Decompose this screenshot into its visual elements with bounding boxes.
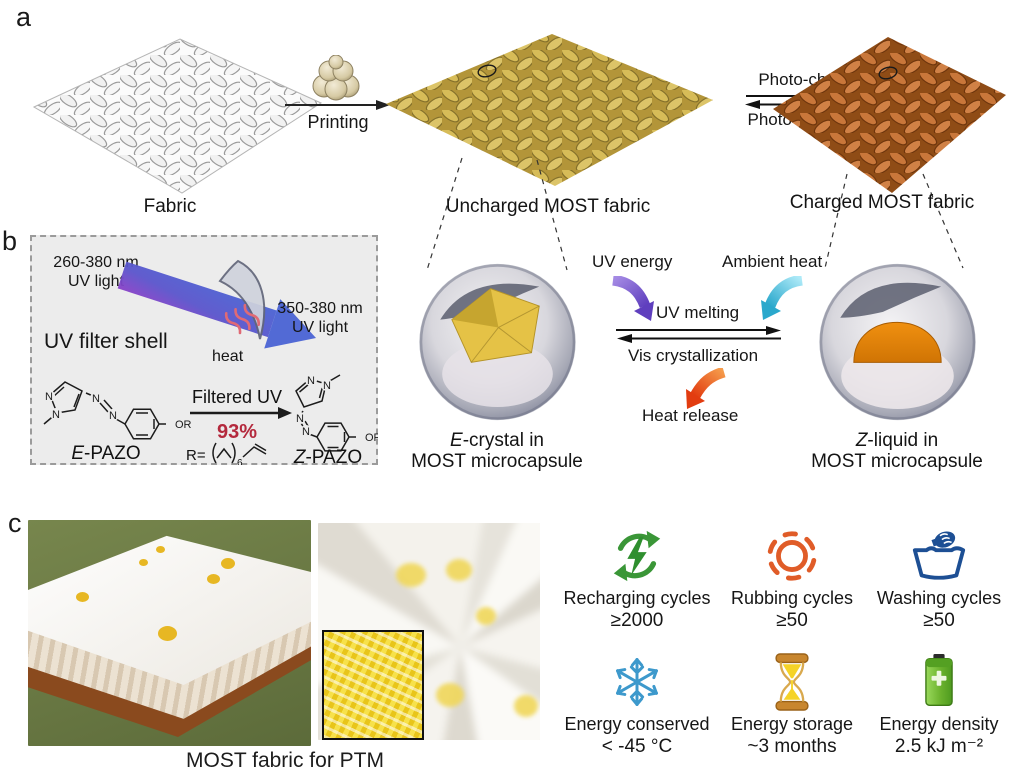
photo-scrunched-fabric	[318, 523, 540, 740]
e-capsule-label: E-crystal in MOST microcapsule	[411, 430, 583, 472]
most-dot	[221, 558, 235, 569]
z-liquid-microcapsule	[819, 263, 976, 421]
panel-c-caption: MOST fabric for PTM	[186, 749, 384, 772]
uv-in-wavelength: 260-380 nm UV light	[53, 254, 139, 290]
e-pazo-structure	[43, 381, 166, 440]
uv-melting-label: UV melting	[656, 303, 740, 322]
stat-energy-storage: Energy storage ~3 months	[712, 650, 872, 758]
atom-n: N	[323, 380, 331, 392]
rubbing-cycles-icon	[767, 531, 817, 581]
filtered-uv-label: Filtered UV	[192, 387, 282, 407]
most-patch	[396, 563, 426, 587]
fabric-label: Fabric	[143, 196, 197, 217]
most-dot	[139, 559, 148, 566]
stat-recharging-cycles: Recharging cycles ≥2000	[557, 524, 717, 632]
atom-n: N	[302, 426, 310, 438]
heat-waves-icon	[224, 303, 261, 335]
vis-crystallization-label: Vis crystallization	[628, 346, 759, 365]
heat-release-arrow	[686, 368, 726, 409]
ambient-heat-label: Ambient heat	[722, 252, 823, 271]
zoom-callout-ring	[878, 66, 898, 80]
printing-label: Printing	[307, 112, 369, 132]
washing-cycles-icon	[912, 531, 966, 580]
stat-washing-cycles: Washing cycles ≥50	[859, 524, 1009, 632]
svg-text:R=: R=	[186, 447, 206, 464]
atom-n: N	[307, 375, 315, 387]
uv-arrow-through-shell	[117, 259, 317, 349]
microcapsule-cluster-icon	[312, 55, 360, 101]
or-group: OR	[365, 432, 378, 444]
most-patch	[514, 695, 538, 717]
most-dot	[158, 626, 177, 641]
stat-energy-conserved: Energy conserved < -45 °C	[557, 650, 717, 758]
or-group: OR	[175, 419, 192, 431]
yield-percent: 93%	[217, 421, 257, 443]
heat-label: heat	[212, 348, 244, 365]
heat-release-label: Heat release	[642, 406, 739, 425]
weave-closeup-inset	[322, 630, 424, 740]
battery-icon	[925, 654, 953, 707]
atom-n: N	[92, 393, 100, 405]
stat-energy-density: Energy density 2.5 kJ m⁻²	[859, 650, 1009, 758]
z-capsule-label: Z-liquid in MOST microcapsule	[811, 430, 983, 472]
atom-n: N	[109, 410, 117, 422]
fabric-charged-illustration	[773, 37, 1006, 193]
uv-energy-arrow	[612, 276, 654, 321]
most-dot	[207, 574, 220, 584]
charged-fabric-label: Charged MOST fabric	[789, 192, 975, 213]
equilibrium-arrows	[616, 326, 781, 343]
most-patch	[446, 559, 472, 581]
ambient-heat-arrow	[761, 276, 803, 320]
pazo-reaction-scheme: N N N N OR E-PAZO Filtered UV 93% R= 6	[43, 374, 378, 465]
leader-lines-charged	[824, 173, 964, 269]
most-dot	[156, 546, 165, 553]
z-pazo-structure: N N N N OR Z-PAZO	[293, 374, 378, 465]
panel-c-letter: c	[8, 508, 22, 538]
photo-fabric-stack	[28, 520, 311, 746]
most-patch	[436, 683, 464, 707]
printing-arrow	[285, 100, 390, 110]
weave-texture	[324, 632, 422, 738]
uv-filter-shell-label: UV filter shell	[44, 330, 168, 353]
uv-energy-label: UV energy	[592, 252, 673, 271]
e-crystal-microcapsule	[419, 263, 576, 421]
z-pazo-label: Z-PAZO	[293, 447, 362, 465]
recharge-cycles-icon	[613, 530, 661, 582]
fabric-uncharged-illustration	[386, 34, 713, 186]
r-group-definition: R= 6	[186, 442, 267, 465]
stat-rubbing-cycles: Rubbing cycles ≥50	[712, 524, 872, 632]
panel-a-letter: a	[16, 2, 32, 32]
svg-text:6: 6	[237, 458, 243, 465]
uncharged-fabric-label: Uncharged MOST fabric	[445, 196, 651, 217]
zoom-callout-ring	[477, 64, 497, 78]
uv-filter-panel: 260-380 nm UV light	[30, 235, 378, 465]
hourglass-icon	[775, 653, 809, 711]
uv-beam	[117, 261, 317, 349]
most-dot	[76, 592, 89, 602]
snowflake-icon	[616, 658, 658, 706]
fabric-white-illustration	[32, 38, 323, 194]
panel-b-letter: b	[2, 226, 18, 256]
most-patch	[476, 607, 496, 625]
atom-n: N	[296, 413, 304, 425]
atom-n: N	[45, 391, 53, 403]
e-pazo-label: E-PAZO	[71, 443, 140, 464]
atom-n: N	[52, 409, 60, 421]
uv-out-wavelength: 350-380 nm UV light	[277, 300, 363, 336]
